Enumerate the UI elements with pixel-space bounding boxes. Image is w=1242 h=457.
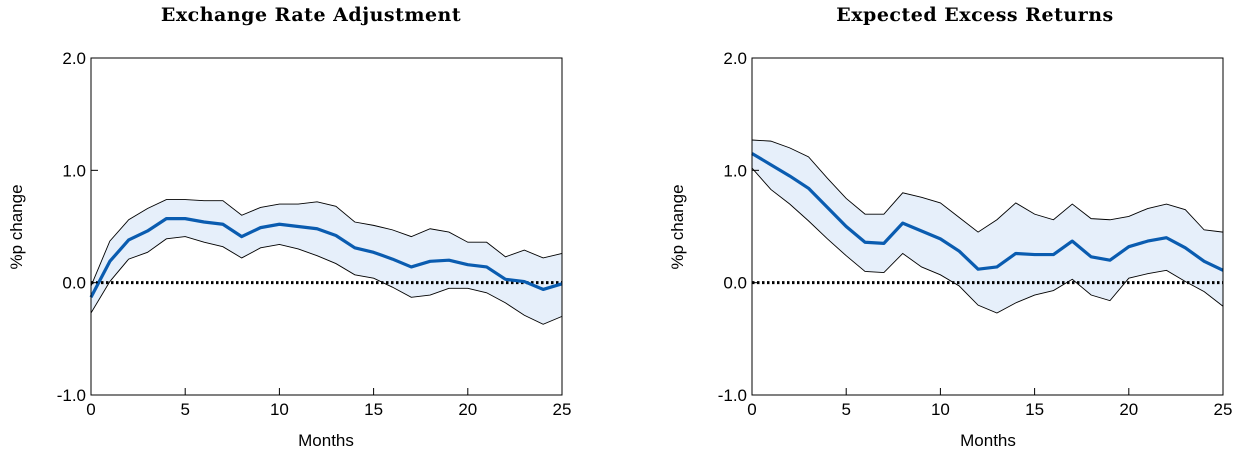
x-axis-label: Months: [298, 431, 354, 450]
x-tick-label: 20: [458, 400, 477, 419]
plot-frame: [90, 57, 563, 396]
plot-area: [751, 139, 1224, 314]
x-tick-label: 5: [841, 400, 850, 419]
y-tick-label: -1.0: [718, 386, 747, 405]
x-tick-label: 5: [180, 400, 189, 419]
lower-bound-line: [90, 236, 563, 325]
y-tick-label: -1.0: [57, 386, 86, 405]
plot-frame: [751, 57, 1224, 396]
x-tick-label: 0: [747, 400, 756, 419]
y-tick-label: 1.0: [723, 161, 747, 180]
x-axis-label: Months: [960, 431, 1016, 450]
chart-title: Expected Excess Returns: [836, 4, 1113, 26]
y-tick-label: 2.0: [62, 49, 86, 68]
y-axis-label: %p change: [7, 184, 26, 269]
x-tick-label: 25: [1214, 400, 1233, 419]
y-tick-label: 2.0: [723, 49, 747, 68]
plot-area: [89, 199, 563, 325]
x-tick-label: 10: [270, 400, 289, 419]
y-tick-label: 0.0: [62, 274, 86, 293]
chart-title: Exchange Rate Adjustment: [161, 4, 461, 26]
x-tick-label: 15: [1025, 400, 1044, 419]
estimate-line: [89, 217, 563, 299]
x-tick-label: 20: [1119, 400, 1138, 419]
estimate-line: [751, 152, 1224, 272]
lower-bound-line: [751, 167, 1224, 314]
confidence-band: [91, 199, 562, 325]
x-tick-label: 15: [364, 400, 383, 419]
x-tick-label: 10: [931, 400, 950, 419]
x-tick-label: 25: [553, 400, 572, 419]
y-tick-label: 1.0: [62, 161, 86, 180]
tick-labels: 0 5 10 15 20 25 -1.0 0.0 1.0 2.0: [718, 49, 1233, 419]
upper-bound-line: [90, 199, 563, 287]
y-tick-label: 0.0: [723, 274, 747, 293]
excess-returns-panel: Expected Excess Returns 0 5 10 15 20 25 -1.0 0.…: [668, 4, 1232, 450]
y-axis-label: %p change: [668, 184, 687, 269]
confidence-band: [752, 140, 1223, 313]
x-tick-label: 0: [86, 400, 95, 419]
upper-bound-line: [751, 139, 1224, 233]
exchange-rate-panel: Exchange Rate Adjustment 0 5 10 15 20 25-1.00…: [7, 4, 571, 450]
tick-labels: 0 5 10 15 20 25 -1.0 0.0 1.0 2.0: [57, 49, 572, 419]
